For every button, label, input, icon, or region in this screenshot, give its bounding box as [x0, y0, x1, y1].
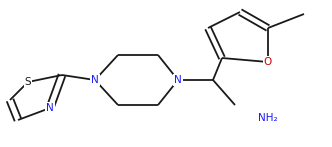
Text: N: N	[174, 75, 182, 85]
Text: O: O	[264, 57, 272, 67]
Text: N: N	[91, 75, 99, 85]
Text: NH₂: NH₂	[258, 113, 278, 123]
Text: N: N	[46, 103, 54, 113]
Text: S: S	[25, 77, 31, 87]
